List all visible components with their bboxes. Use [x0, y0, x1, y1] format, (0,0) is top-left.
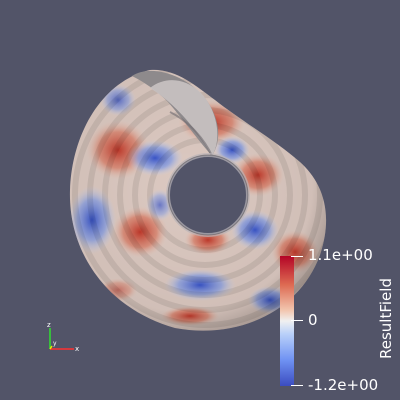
colorbar-max-label: 1.1e+00 [308, 246, 373, 264]
colorbar-tick-max [291, 256, 303, 257]
axes-z-label: z [47, 321, 51, 329]
orientation-axes: z x y [47, 321, 79, 353]
colorbar-mid-label: 0 [308, 311, 318, 329]
colorbar-title: ResultField [377, 278, 395, 359]
colorbar-tick-mid [291, 320, 303, 321]
surface-mesh [69, 69, 327, 331]
axes-x-label: x [75, 345, 79, 353]
axes-y-label: y [53, 340, 57, 347]
colorbar-tick-min [291, 385, 303, 386]
axes-y-line [49, 345, 53, 350]
colorbar-min-label: -1.2e+00 [308, 376, 379, 394]
colorbar [280, 256, 294, 386]
